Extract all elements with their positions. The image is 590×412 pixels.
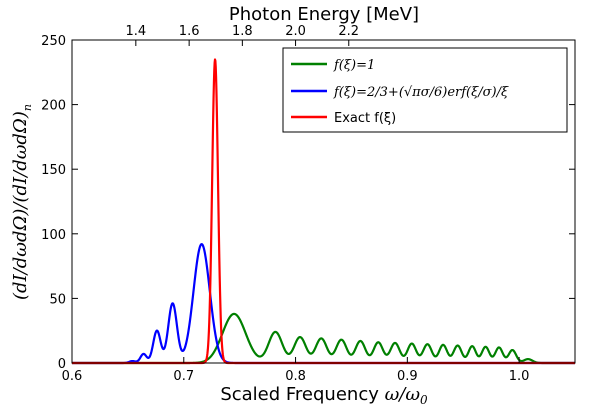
top-x-tick-label: 2.2 [338,24,359,39]
legend: f(ξ)=1 f(ξ)=2/3+(√πσ/6)erf(ξ/σ)/ξ Exact … [282,47,568,133]
axis-ticks: 0.6 0.7 0.8 0.9 1.0 0 50 100 150 200 250 1.4 1.6 1.8 2… [41,24,575,384]
legend-label-f-erf: f(ξ)=2/3+(√πσ/6)erf(ξ/σ)/ξ [333,85,509,100]
y-tick-label: 0 [58,357,66,372]
top-axis-title: Photon Energy [MeV] [229,4,419,25]
y-tick-label: 50 [49,292,66,307]
x-tick-label: 0.9 [397,369,418,384]
top-x-tick-label: 1.8 [232,24,253,39]
y-tick-label: 100 [41,228,66,243]
x-tick-label: 1.0 [509,369,530,384]
legend-label-f-equals-1: f(ξ)=1 [333,58,375,73]
series-line-1 [71,243,576,365]
top-x-tick-label: 2.0 [285,24,306,39]
top-x-tick-label: 1.6 [179,24,200,39]
x-tick-label: 0.7 [173,369,194,384]
plot-frame [71,39,576,364]
top-x-tick-label: 1.4 [125,24,146,39]
y-tick-label: 150 [41,163,66,178]
y-tick-label: 250 [41,34,66,49]
legend-label-exact: Exact f(ξ) [334,111,396,126]
x-axis-title: Scaled Frequency ω/ω0 [220,384,428,407]
y-axis-title: (dI/dωdΩ)/(dI/dωdΩ)n [10,104,34,300]
series-line-0 [71,312,576,365]
x-tick-label: 0.6 [62,369,83,384]
y-tick-label: 200 [41,99,66,114]
x-tick-label: 0.8 [285,369,306,384]
legend-box [282,47,568,133]
